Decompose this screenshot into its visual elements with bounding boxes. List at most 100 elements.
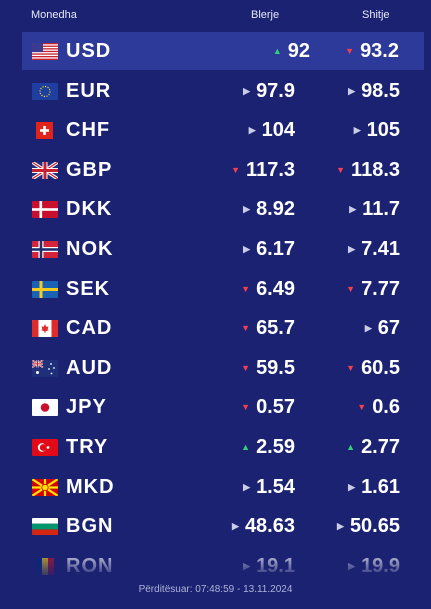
currency-row-usd[interactable]: USD ▲ 92 ▼ 93.2: [22, 32, 424, 70]
buy-rate: ▲ 92: [273, 40, 310, 63]
trend-flat-icon: ▶: [348, 244, 356, 254]
currency-row-mkd[interactable]: MKD ▶ 1.54 ▶ 1.61: [0, 468, 431, 506]
buy-rate: ▶ 1.54: [243, 476, 295, 499]
trend-down-icon: ▼: [346, 283, 356, 294]
trend-flat-icon: ▶: [348, 85, 356, 96]
trend-down-icon: ▼: [231, 164, 241, 175]
sell-value: 98.5: [361, 79, 400, 102]
currency-code: TRY: [66, 436, 109, 458]
trend-flat-icon: ▶: [348, 481, 356, 492]
currency-code: DKK: [66, 198, 113, 221]
currency-row-eur[interactable]: EUR ▶ 97.9 ▶ 98.5: [0, 72, 431, 110]
sell-rate: ▶ 67: [365, 317, 400, 340]
trend-flat-icon: ▶: [248, 125, 256, 136]
sell-value: 60.5: [361, 356, 400, 379]
currency-row-dkk[interactable]: DKK ▶ 8.92 ▶ 11.7: [0, 190, 431, 228]
buy-value: 92: [287, 40, 310, 62]
sell-value: 2.77: [361, 436, 400, 458]
buy-value: 1.54: [256, 475, 295, 498]
last-updated-text: Përditësuar: 07:48:59 - 13.11.2024: [138, 584, 293, 595]
currency-row-jpy[interactable]: JPY ▼ 0.57 ▼ 0.6: [0, 388, 431, 426]
currency-row-nok[interactable]: NOK ▶ 6.17 ▶ 7.41: [0, 230, 431, 268]
trend-flat-icon: ▶: [349, 204, 357, 215]
currency-code: CHF: [66, 119, 111, 142]
trend-down-icon: ▼: [345, 46, 355, 56]
currency-row-bgn[interactable]: BGN ▶ 48.63 ▶ 50.65: [0, 507, 431, 545]
buy-value: 59.5: [256, 356, 295, 379]
sell-rate: ▶ 50.65: [337, 515, 400, 538]
buy-value: 0.57: [256, 396, 295, 419]
buy-value: 6.49: [256, 277, 295, 300]
trend-flat-icon: ▶: [232, 521, 239, 532]
jp-flag-icon: [32, 399, 58, 417]
currency-code: EUR: [66, 79, 112, 102]
trend-flat-icon: ▶: [353, 125, 361, 136]
currency-code: USD: [66, 40, 112, 62]
column-header-buy: Blerje: [251, 9, 280, 21]
currency-row-aud[interactable]: AUD ▼ 59.5 ▼ 60.5: [0, 349, 431, 387]
sell-rate: ▲ 2.77: [346, 436, 400, 459]
sell-value: 50.65: [349, 515, 400, 538]
scroll-fade-overlay: [0, 545, 431, 609]
buy-rate: ▶ 48.63: [232, 515, 295, 538]
currency-row-sek[interactable]: SEK ▼ 6.49 ▼ 7.77: [0, 270, 431, 308]
sell-rate: ▶ 98.5: [348, 80, 400, 103]
sell-rate: ▼ 60.5: [346, 357, 400, 380]
sell-rate: ▶ 105: [354, 119, 400, 142]
sell-value: 118.3: [351, 158, 400, 181]
currency-row-chf[interactable]: CHF ▶ 104 ▶ 105: [0, 111, 431, 149]
buy-rate: ▼ 6.49: [241, 278, 295, 301]
trend-flat-icon: ▶: [337, 521, 344, 532]
eu-flag-icon: [32, 82, 58, 100]
sell-value: 7.41: [361, 238, 400, 260]
ch-flag-icon: [32, 122, 58, 140]
trend-flat-icon: ▶: [243, 85, 251, 96]
sell-rate: ▼ 93.2: [345, 40, 399, 63]
buy-rate: ▼ 0.57: [241, 396, 295, 419]
currency-code: NOK: [66, 238, 114, 260]
buy-value: 2.59: [256, 436, 295, 458]
trend-flat-icon: ▶: [243, 204, 251, 215]
sell-value: 11.7: [362, 198, 400, 221]
trend-down-icon: ▼: [357, 402, 367, 413]
gb-flag-icon: [32, 161, 58, 179]
buy-value: 48.63: [244, 515, 295, 538]
buy-rate: ▼ 65.7: [241, 317, 295, 340]
currency-row-cad[interactable]: CAD ▼ 65.7 ▶ 67: [0, 309, 431, 347]
trend-down-icon: ▼: [241, 283, 251, 294]
tr-flag-icon: [32, 439, 58, 456]
buy-value: 65.7: [256, 317, 295, 340]
currency-row-gbp[interactable]: GBP ▼ 117.3 ▼ 118.3: [0, 151, 431, 189]
buy-value: 97.9: [256, 79, 295, 102]
bg-flag-icon: [32, 518, 58, 536]
sell-value: 0.6: [372, 396, 400, 419]
sell-value: 105: [366, 119, 400, 142]
currency-code: GBP: [66, 158, 113, 181]
dk-flag-icon: [32, 201, 58, 219]
trend-flat-icon: ▶: [364, 323, 372, 334]
buy-rate: ▶ 104: [249, 119, 295, 142]
currency-code: SEK: [66, 277, 111, 300]
currency-code: BGN: [66, 515, 114, 538]
currency-code: MKD: [66, 475, 115, 498]
buy-rate: ▶ 6.17: [243, 238, 295, 261]
trend-down-icon: ▼: [241, 323, 251, 334]
buy-rate: ▼ 59.5: [241, 357, 295, 380]
buy-rate: ▶ 8.92: [243, 198, 295, 221]
ca-flag-icon: [32, 320, 58, 338]
au-flag-icon: [32, 359, 58, 377]
trend-up-icon: ▲: [346, 442, 356, 452]
trend-up-icon: ▲: [272, 46, 282, 56]
buy-value: 104: [261, 119, 295, 142]
buy-value: 6.17: [256, 238, 295, 260]
column-header-sell: Shitje: [362, 9, 390, 21]
sell-value: 93.2: [360, 40, 399, 62]
currency-code: CAD: [66, 317, 113, 340]
buy-rate: ▼ 117.3: [231, 159, 295, 182]
se-flag-icon: [32, 280, 58, 298]
currency-row-try[interactable]: TRY ▲ 2.59 ▲ 2.77: [0, 428, 431, 466]
currency-code: AUD: [66, 356, 113, 379]
table-header: Monedha Blerje Shitje: [0, 0, 431, 32]
trend-flat-icon: ▶: [243, 244, 251, 254]
trend-down-icon: ▼: [241, 362, 251, 373]
